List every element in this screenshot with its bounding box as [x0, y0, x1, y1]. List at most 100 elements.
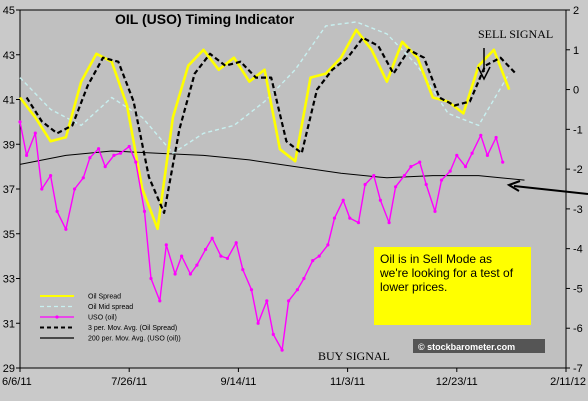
y-right-tick-label: 1: [573, 45, 579, 57]
note-box: [374, 247, 531, 325]
uso-point: [225, 256, 230, 260]
uso-point: [142, 209, 147, 213]
uso-point: [348, 216, 352, 220]
uso-point: [332, 216, 337, 220]
y-right-tick-label: -2: [573, 164, 583, 176]
uso-point: [40, 187, 44, 191]
y-left-tick-label: 39: [3, 139, 15, 151]
uso-point: [485, 153, 489, 157]
sell-signal-arrowhead: [477, 66, 491, 81]
left-y-axis: 45 43 41 39 37 35 33 31 29: [3, 5, 20, 375]
series-layer: [18, 21, 525, 351]
uso-point: [134, 160, 138, 164]
uso-point: [439, 178, 444, 182]
x-tick-label: 6/6/11: [2, 376, 32, 388]
uso-point: [219, 254, 223, 258]
uso-point: [387, 221, 391, 225]
uso-point: [455, 153, 459, 157]
legend-marker: [55, 315, 59, 319]
ma-pointer-arrow: [513, 185, 588, 195]
uso-point: [33, 131, 37, 135]
legend-label: 200 per. Mov. Avg. (USO (oil)): [88, 336, 181, 343]
uso-point: [494, 135, 498, 140]
sell-signal-label: SELL SIGNAL: [478, 27, 553, 41]
x-tick-label: 12/23/11: [436, 376, 478, 388]
uso-point: [501, 160, 505, 164]
watermark-bg: [413, 339, 545, 353]
right-y-axis: 2 1 0 -1 -2 -3 -4 -5 -6 -7: [566, 5, 583, 375]
y-right-tick-label: -3: [573, 204, 583, 216]
series-uso-oil: [19, 121, 504, 351]
series-200-per-mov-avg-uso-oil: [19, 150, 525, 181]
note-line-1: Oil is in Sell Mode as: [380, 252, 492, 266]
uso-point: [448, 169, 452, 173]
x-tick-label: 9/14/11: [220, 376, 256, 388]
x-tick-label: 7/26/11: [111, 376, 147, 388]
uso-point: [97, 147, 101, 151]
uso-point: [204, 247, 208, 251]
uso-point: [424, 182, 428, 187]
uso-point: [418, 160, 422, 164]
uso-point: [149, 276, 153, 281]
marker-layer: [18, 120, 505, 352]
uso-point: [64, 227, 68, 231]
legend-label: Oil Spread: [88, 294, 121, 301]
uso-point: [341, 198, 345, 202]
uso-point: [103, 165, 107, 169]
chart-title: OIL (USO) Timing Indicator: [115, 11, 295, 27]
uso-point: [295, 288, 299, 292]
uso-point: [49, 174, 53, 178]
y-left-tick-label: 35: [3, 229, 15, 241]
uso-point: [356, 221, 361, 225]
legend-label: 3 per. Mov. Avg. (Oil Spread): [88, 325, 177, 332]
y-left-tick-label: 29: [3, 363, 15, 375]
uso-point: [402, 174, 406, 178]
uso-point: [265, 299, 269, 303]
y-left-tick-label: 41: [3, 95, 15, 107]
y-left-tick-label: 37: [3, 184, 15, 196]
uso-point: [271, 332, 275, 336]
legend-label: Oil Mid spread: [88, 304, 133, 311]
y-left-tick-label: 45: [3, 5, 15, 17]
y-right-tick-label: -5: [573, 283, 583, 295]
uso-point: [463, 165, 468, 169]
x-tick-label: 11/3/11: [330, 376, 365, 388]
uso-point: [180, 254, 184, 258]
uso-point: [118, 151, 123, 155]
legend: Oil Spread Oil Mid spread USO (oil) 3 per. …: [40, 294, 181, 343]
uso-point: [433, 209, 437, 213]
uso-point: [326, 243, 330, 247]
y-right-tick-label: 0: [573, 85, 579, 97]
uso-point: [256, 321, 260, 325]
uso-point: [378, 198, 382, 202]
y-left-tick-label: 43: [3, 50, 15, 62]
uso-point: [311, 259, 315, 263]
uso-point: [210, 236, 214, 240]
y-right-tick-label: -1: [573, 124, 583, 136]
series-3-per-mov-avg-oil-spread: [25, 36, 517, 214]
uso-point: [25, 153, 29, 157]
uso-point: [302, 276, 306, 281]
uso-point: [173, 272, 177, 276]
uso-point: [164, 243, 168, 247]
uso-point: [81, 176, 85, 180]
uso-point: [112, 153, 116, 157]
y-right-tick-label: -6: [573, 323, 583, 335]
uso-point: [287, 299, 291, 303]
y-left-tick-label: 33: [3, 274, 15, 286]
uso-point: [88, 156, 92, 160]
y-right-tick-label: -7: [573, 363, 583, 375]
y-right-tick-label: -4: [573, 244, 583, 256]
series-oil-spread: [18, 28, 511, 231]
legend-label: USO (oil): [88, 315, 117, 322]
uso-point: [249, 288, 254, 292]
uso-point: [195, 263, 199, 267]
note-line-2: we're looking for a test of: [379, 266, 514, 280]
uso-point: [127, 144, 131, 149]
sell-mode-note: Oil is in Sell Mode as we're looking for…: [374, 247, 531, 325]
uso-point: [409, 165, 413, 169]
uso-point: [317, 254, 321, 258]
uso-point: [372, 174, 376, 178]
y-left-tick-label: 31: [3, 318, 15, 330]
note-line-3: lower prices.: [380, 280, 447, 294]
